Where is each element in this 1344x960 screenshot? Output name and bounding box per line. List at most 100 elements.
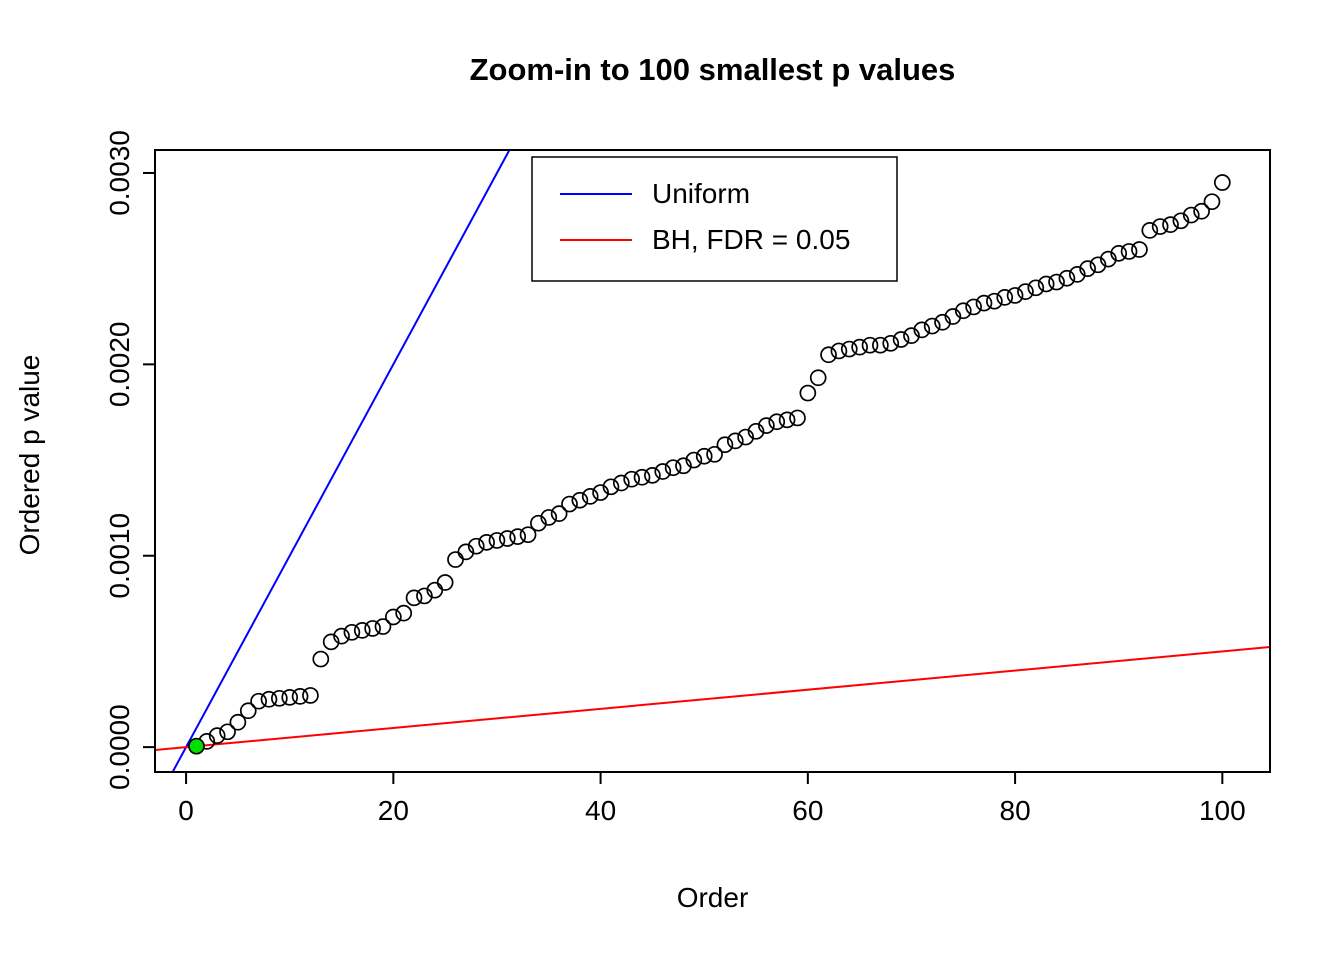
data-point (447, 551, 464, 568)
data-point (405, 589, 423, 607)
data-point (1017, 283, 1034, 300)
y-tick-label: 0.0030 (104, 130, 135, 216)
data-point (1048, 273, 1065, 291)
data-point (644, 467, 661, 484)
data-point (840, 340, 858, 358)
y-tick-label: 0.0010 (104, 513, 135, 599)
data-point (799, 384, 817, 402)
data-point (416, 587, 433, 605)
x-axis: 0 20 40 60 80 100 (178, 772, 1246, 826)
data-point (530, 514, 547, 532)
data-point (903, 327, 920, 344)
data-point (789, 409, 806, 427)
legend: Uniform BH, FDR = 0.05 (531, 156, 898, 282)
data-point (488, 532, 506, 549)
data-point (975, 294, 993, 312)
data-point (1162, 216, 1179, 233)
data-point (1079, 260, 1096, 278)
x-tick-label: 60 (792, 795, 823, 826)
data-point (726, 432, 744, 450)
data-point (1027, 279, 1045, 297)
data-point (1213, 174, 1231, 191)
data-point (768, 413, 786, 431)
data-point (664, 459, 682, 477)
uniform-line (171, 150, 511, 772)
data-point (913, 321, 931, 339)
x-tick-label: 0 (178, 795, 194, 826)
data-point (820, 346, 837, 364)
legend-entry-label: Uniform (652, 178, 750, 209)
data-point (353, 622, 371, 639)
data-point (1058, 269, 1076, 287)
data-point (550, 505, 568, 522)
data-point (571, 491, 589, 509)
data-point (343, 623, 361, 641)
data-point (737, 428, 755, 446)
data-point (778, 411, 796, 429)
data-point (706, 445, 723, 463)
data-point (1110, 244, 1128, 262)
data-point (457, 543, 475, 561)
legend-entry-label: BH, FDR = 0.05 (652, 224, 850, 255)
data-point (519, 526, 537, 544)
data-point (1099, 250, 1117, 268)
data-point (1089, 256, 1107, 274)
x-tick-label: 40 (585, 795, 616, 826)
highlight-point-smallest-p (188, 737, 205, 755)
data-point (302, 687, 319, 704)
data-point (1182, 206, 1200, 224)
y-tick-label: 0.0000 (104, 704, 135, 790)
data-point (1172, 212, 1190, 230)
data-point (374, 618, 392, 635)
data-point (695, 447, 713, 465)
x-tick-label: 80 (1000, 795, 1031, 826)
data-point (540, 509, 558, 526)
data-point (996, 289, 1014, 306)
data-point (229, 713, 247, 731)
data-points (188, 174, 1231, 755)
data-point (851, 338, 868, 356)
reference-lines (155, 150, 1270, 772)
data-point (239, 702, 257, 720)
data-point (498, 530, 516, 547)
data-point (1131, 241, 1148, 258)
data-point (675, 457, 692, 475)
data-point (250, 692, 267, 710)
data-point (219, 723, 236, 741)
data-point (685, 451, 703, 469)
data-point (882, 334, 900, 352)
data-point (809, 369, 827, 387)
data-point (592, 484, 609, 501)
data-point (333, 627, 350, 645)
data-point (716, 436, 734, 454)
data-point (612, 474, 630, 492)
data-point (892, 331, 910, 348)
y-axis: 0.0000 0.0010 0.0020 0.0030 (104, 130, 155, 790)
data-point (1006, 287, 1024, 304)
data-point (1141, 222, 1159, 239)
x-tick-label: 20 (378, 795, 409, 826)
data-point (1037, 275, 1055, 293)
data-point (467, 537, 485, 555)
data-point (364, 620, 381, 637)
plot-box (154, 149, 1271, 773)
data-point (861, 336, 879, 354)
data-point (602, 478, 620, 496)
data-point (1193, 202, 1210, 220)
data-point (260, 690, 278, 708)
data-point (954, 302, 972, 320)
data-point (934, 313, 951, 331)
data-point (758, 417, 775, 434)
data-point (322, 633, 340, 651)
data-point (633, 468, 651, 486)
data-point (1120, 243, 1138, 260)
data-point (208, 727, 226, 744)
data-point (395, 604, 413, 622)
data-point (654, 463, 672, 480)
data-point (270, 689, 288, 707)
bh-threshold-line (155, 646, 1270, 751)
data-point (509, 528, 527, 545)
x-tick-label: 100 (1199, 795, 1246, 826)
